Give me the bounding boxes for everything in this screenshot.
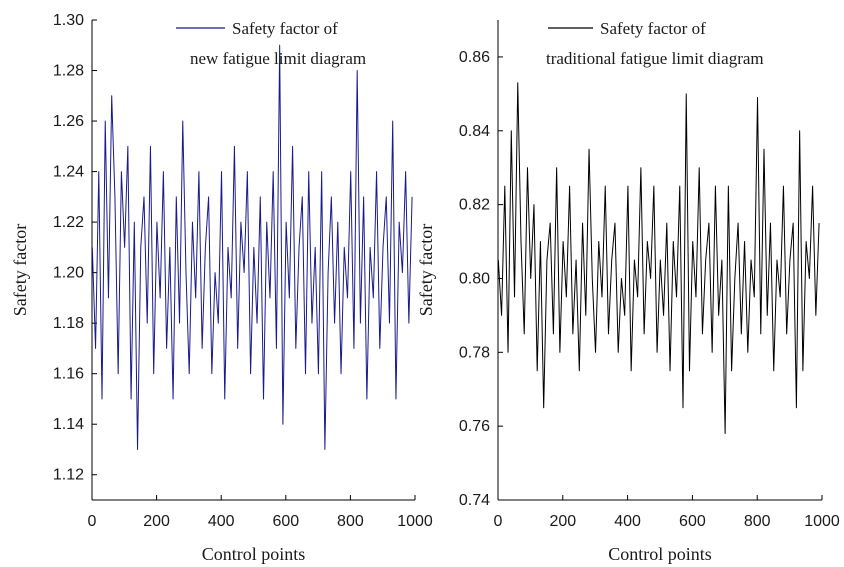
legend-label-line2: new fatigue limit diagram xyxy=(190,49,366,68)
y-tick-label: 1.26 xyxy=(53,113,84,130)
legend-label-line1: Safety factor of xyxy=(600,19,706,38)
series-line xyxy=(91,44,413,450)
y-axis-title: Safety factor xyxy=(10,224,30,316)
y-tick-label: 1.24 xyxy=(53,164,84,181)
y-axis-title: Safety factor xyxy=(416,224,436,316)
legend-label-line2: traditional fatigue limit diagram xyxy=(546,49,764,68)
x-tick-label: 400 xyxy=(614,513,641,530)
y-tick-label: 0.82 xyxy=(459,197,490,214)
legend-label-line1: Safety factor of xyxy=(232,19,338,38)
x-tick-label: 200 xyxy=(143,513,170,530)
y-tick-label: 0.78 xyxy=(459,344,490,361)
y-tick-label: 1.20 xyxy=(53,265,84,282)
y-tick-label: 0.74 xyxy=(459,492,490,509)
x-tick-label: 600 xyxy=(679,513,706,530)
x-tick-label: 600 xyxy=(272,513,299,530)
panel-right: 0.74 0.76 0.78 0.80 0.82 0.84 0.86 0 200 400 600 80… xyxy=(416,19,840,564)
y-tick-label: 0.86 xyxy=(459,49,490,66)
x-tick-label: 1000 xyxy=(804,513,840,530)
x-tick-label: 0 xyxy=(88,513,97,530)
y-tick-label: 1.16 xyxy=(53,366,84,383)
x-tick-label: 200 xyxy=(549,513,576,530)
x-tick-label: 800 xyxy=(337,513,364,530)
y-tick-label: 1.12 xyxy=(53,467,84,484)
x-tick-label: 1000 xyxy=(397,513,433,530)
y-tick-label: 1.14 xyxy=(53,416,84,433)
x-tick-label: 800 xyxy=(744,513,771,530)
x-axis-title: Control points xyxy=(608,544,712,564)
y-tick-label: 1.18 xyxy=(53,315,84,332)
x-axis-title: Control points xyxy=(202,544,306,564)
y-tick-label: 1.28 xyxy=(53,63,84,80)
x-tick-label: 0 xyxy=(494,513,503,530)
y-tick-label: 1.22 xyxy=(53,214,84,231)
y-tick-label: 0.84 xyxy=(459,123,490,140)
y-tick-label: 0.76 xyxy=(459,418,490,435)
series-line xyxy=(497,82,820,435)
y-tick-label: 0.80 xyxy=(459,270,490,287)
panel-left: 1.12 1.14 1.16 1.18 1.20 1.22 1.24 1.26 1.28 1.30… xyxy=(10,12,433,564)
y-tick-label: 1.30 xyxy=(53,12,84,29)
x-tick-label: 400 xyxy=(208,513,235,530)
